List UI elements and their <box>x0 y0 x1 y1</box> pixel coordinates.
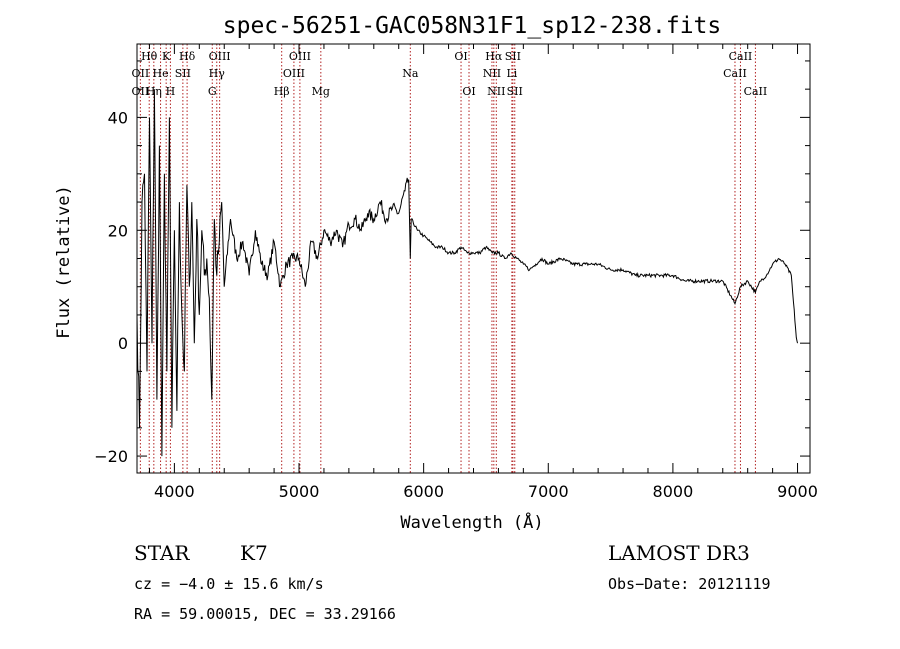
spectral-line-label: OIII <box>289 50 311 63</box>
spectral-line-label: CaII <box>744 85 768 98</box>
spectral-line-label: H <box>166 85 176 98</box>
spectral-line-label: NII <box>487 85 505 98</box>
spectral-line-label: OII <box>132 85 150 98</box>
x-axis-ticks: 4000 5000 6000 7000 8000 9000 <box>148 44 818 501</box>
redshift-velocity: cz = −4.0 ± 15.6 km/s <box>134 575 324 593</box>
spectral-line-label: CaII <box>729 50 753 63</box>
spectral-line-label: OI <box>454 50 467 63</box>
x-tick-label: 6000 <box>403 482 444 501</box>
x-tick-label: 5000 <box>279 482 320 501</box>
y-axis-ticks: −20 0 20 40 <box>94 60 810 466</box>
y-tick-label: −20 <box>94 447 128 466</box>
x-tick-label: 9000 <box>777 482 818 501</box>
y-axis-label: Flux (relative) <box>54 185 74 339</box>
spectral-line-label: Li <box>506 67 517 80</box>
spectral-line-label: OIII <box>283 67 305 80</box>
x-tick-label: 4000 <box>154 482 195 501</box>
x-axis-label: Wavelength (Å) <box>400 511 543 533</box>
observation-date: Obs−Date: 20121119 <box>608 575 771 593</box>
y-tick-label: 20 <box>108 221 128 240</box>
spectral-line-label: SII <box>175 67 191 80</box>
spectral-line-label: Hδ <box>179 50 196 63</box>
sky-coordinates: RA = 59.00015, DEC = 33.29166 <box>134 605 396 623</box>
spectral-line-label: Hθ <box>141 50 158 63</box>
x-tick-label: 7000 <box>528 482 569 501</box>
chart-title: spec-56251-GAC058N31F1_sp12-238.fits <box>223 13 722 39</box>
spectral-line-label: Hβ <box>274 85 290 98</box>
spectral-line-label: Mg <box>312 85 330 98</box>
object-class: STAR <box>134 541 190 565</box>
spectral-line-label: OII <box>132 67 150 80</box>
spectral-line-markers <box>139 44 756 473</box>
object-subclass: K7 <box>240 541 268 565</box>
spectral-line-label: Hγ <box>209 67 226 80</box>
spectral-line-label: G <box>208 85 217 98</box>
y-tick-label: 40 <box>108 108 128 127</box>
spectral-line-label: NII <box>483 67 501 80</box>
spectral-line-label: OI <box>462 85 475 98</box>
spectral-line-label: CaII <box>723 67 747 80</box>
spectral-line-label: Na <box>402 67 419 80</box>
spectral-line-label: Hα <box>485 50 503 63</box>
spectral-line-label: SII <box>507 85 523 98</box>
x-tick-label: 8000 <box>653 482 694 501</box>
spectral-line-label: SII <box>505 50 521 63</box>
spectral-line-labels: Hθ OII OII K He Hη SII H Hδ OIII Hγ G Hβ OIII OIII Mg Na… <box>132 50 768 98</box>
spectral-line-label: K <box>162 50 171 63</box>
spectral-line-label: Hη <box>146 85 162 98</box>
y-tick-label: 0 <box>118 334 128 353</box>
survey-name: LAMOST DR3 <box>608 541 750 565</box>
spectrum-series-line <box>136 89 798 457</box>
spectral-line-label: OIII <box>209 50 231 63</box>
spectral-line-label: He <box>153 67 169 80</box>
